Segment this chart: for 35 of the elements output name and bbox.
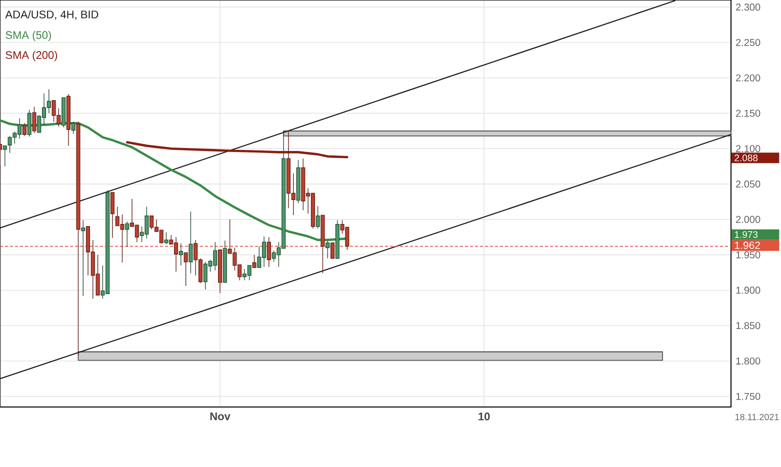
y-tick-label: 1.750: [736, 392, 760, 400]
y-tick-label: 2.250: [736, 38, 760, 46]
candlestick: [266, 236, 271, 268]
y-tick-label: 2.150: [736, 110, 760, 117]
candlestick: [22, 122, 26, 136]
y-tick-label: 2.200: [736, 74, 760, 82]
y-tick-label: 1.900: [736, 286, 760, 294]
candlestick: [218, 250, 222, 294]
text: 18.11.2021: [736, 414, 779, 420]
text: SMA (50): [6, 30, 51, 42]
candlestick: [320, 214, 325, 274]
candlestick: [178, 243, 183, 266]
ref-line-label: 1.962: [735, 242, 760, 250]
y-tick-label: 2.050: [736, 180, 760, 188]
y-tick-label: 2.300: [736, 4, 760, 11]
text: ADA/USD, 4H, BID: [5, 10, 98, 20]
x-tick-label: 10: [478, 412, 490, 420]
candlestick: [110, 192, 114, 238]
text: 1.973: [734, 231, 758, 238]
candlestick: [66, 94, 70, 146]
candlestick: [2, 145, 7, 167]
text: SMA (200): [6, 50, 58, 62]
candlestick: [222, 240, 227, 283]
y-tick-label: 1.850: [736, 322, 760, 330]
y-tick-label: 2.100: [736, 145, 760, 152]
candlestick: [184, 252, 188, 286]
y-tick-label: 2.000: [736, 216, 760, 223]
candlestick: [62, 97, 66, 128]
text: 2.088: [734, 154, 758, 162]
candlestick: [188, 211, 193, 274]
line-series: [126, 141, 348, 158]
y-tick-label: 1.950: [736, 251, 760, 258]
x-tick-label: Nov: [210, 412, 230, 420]
y-tick-label: 1.800: [736, 357, 760, 365]
candlestick: [330, 242, 335, 259]
